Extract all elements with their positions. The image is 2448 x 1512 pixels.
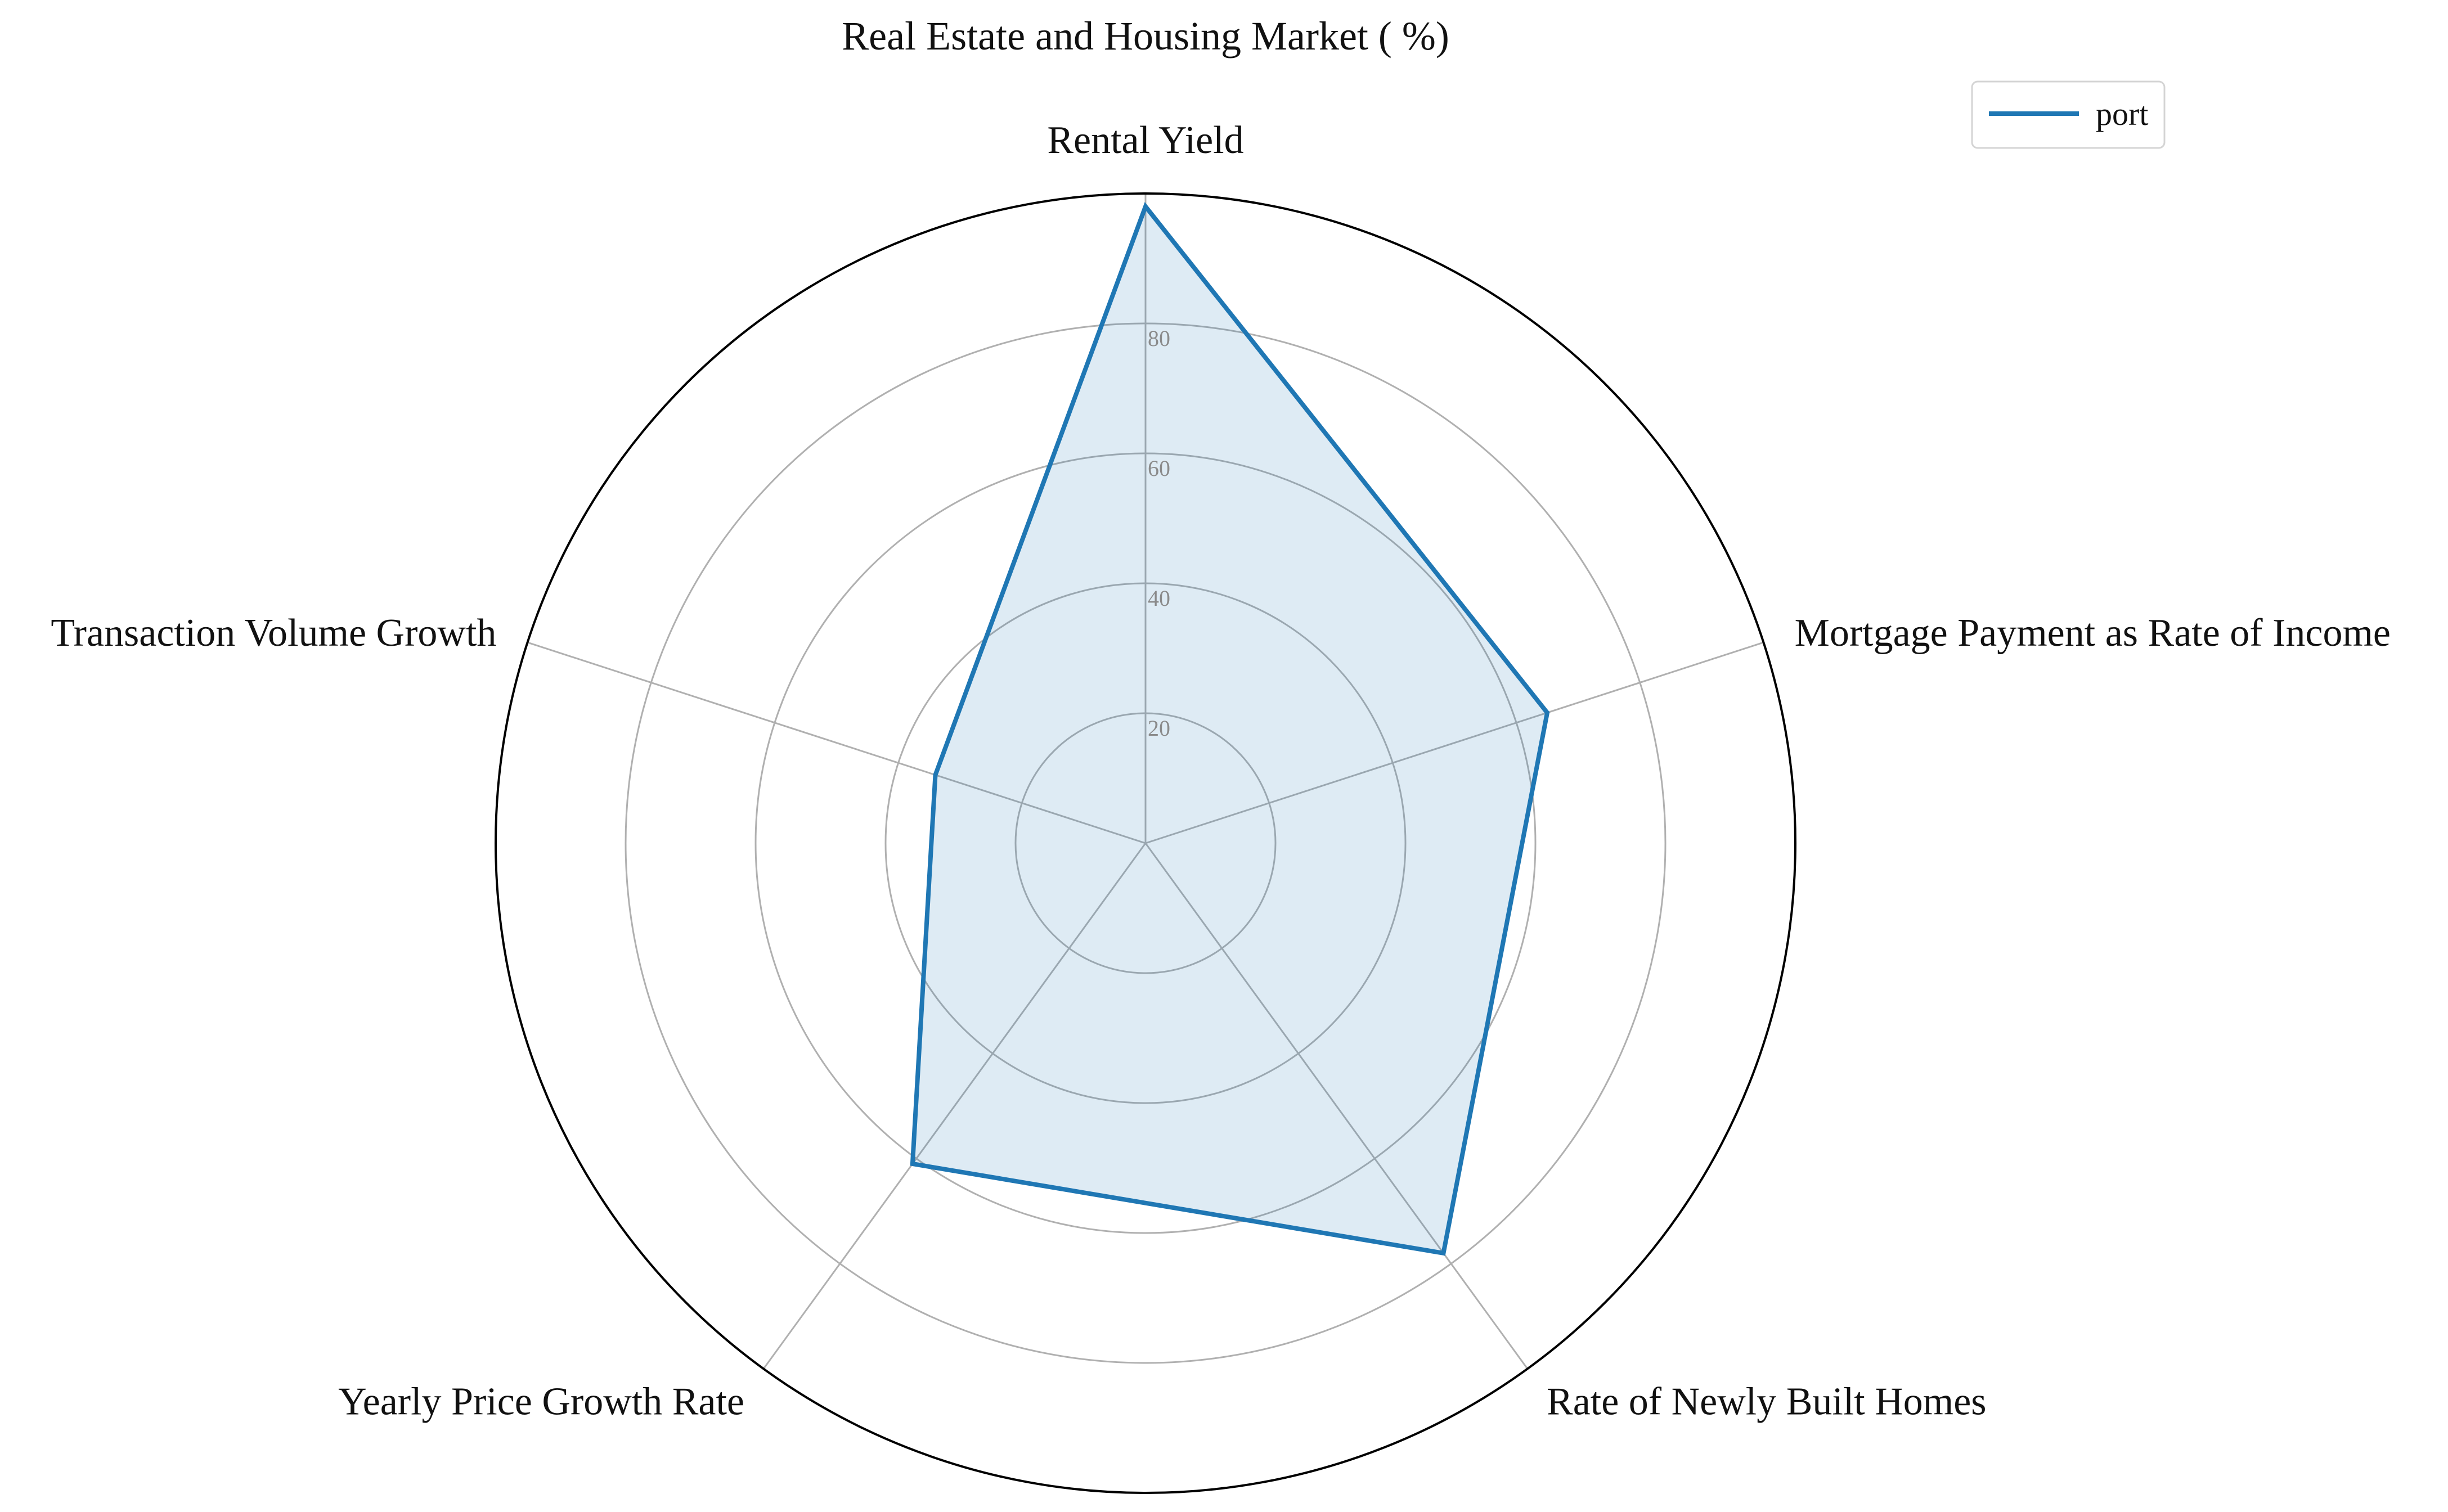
outer-frame [495, 192, 1796, 1494]
radar-grid [495, 192, 1796, 1494]
category-label-3: Rate of Newly Built Homes [1547, 1380, 1987, 1423]
category-label-1: Rental Yield [1047, 119, 1243, 162]
radial-tick-label-2: 40 [1148, 586, 1170, 611]
chart-title: Real Estate and Housing Market ( %) [842, 14, 1449, 58]
spoke-4 [762, 843, 1147, 1370]
radial-tick-label-3: 60 [1148, 456, 1170, 481]
category-label-4: Yearly Price Growth Rate [338, 1380, 744, 1423]
radial-tick-label-4: 80 [1148, 326, 1170, 351]
spoke-2 [1145, 641, 1764, 844]
radial-tick-label-1: 20 [1148, 716, 1170, 741]
spoke-3 [1144, 843, 1529, 1370]
legend: port [1971, 80, 2166, 149]
series-line-port [910, 202, 1550, 1256]
legend-label-port: port [2096, 96, 2148, 132]
category-label-2: Mortgage Payment as Rate of Income [1795, 611, 2391, 655]
category-label-5: Transaction Volume Growth [51, 611, 496, 655]
category-labels: Rental Yield Mortgage Payment as Rate of … [51, 119, 2391, 1423]
radar-series-layer [910, 202, 1550, 1256]
radial-tick-labels: 20 40 60 80 [1148, 326, 1170, 741]
spoke-5 [527, 641, 1146, 844]
series-area-port [912, 206, 1547, 1253]
